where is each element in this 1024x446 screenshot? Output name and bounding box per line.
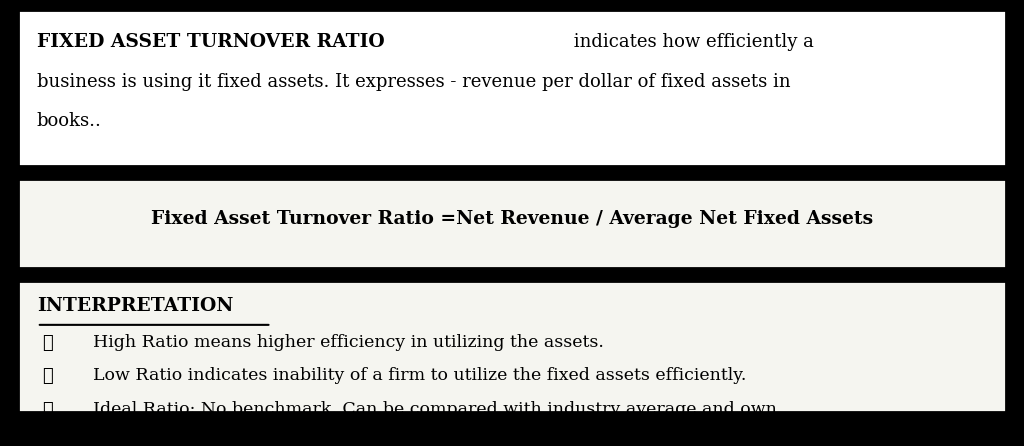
FancyBboxPatch shape [18,10,1006,166]
FancyBboxPatch shape [18,179,1006,268]
Text: ✓: ✓ [42,368,52,385]
Text: Ideal Ratio: No benchmark. Can be compared with industry average and own: Ideal Ratio: No benchmark. Can be compar… [93,401,777,417]
Text: books..: books.. [37,112,101,130]
FancyBboxPatch shape [18,281,1006,412]
Text: business is using it fixed assets. It expresses - revenue per dollar of fixed as: business is using it fixed assets. It ex… [37,73,791,91]
Text: indicates how efficiently a: indicates how efficiently a [568,33,814,51]
Text: ✓: ✓ [42,401,52,418]
Text: FIXED ASSET TURNOVER RATIO: FIXED ASSET TURNOVER RATIO [37,33,384,51]
Text: Fixed Asset Turnover Ratio =Net Revenue / Average Net Fixed Assets: Fixed Asset Turnover Ratio =Net Revenue … [151,211,873,228]
Text: past track.: past track. [93,432,187,446]
Text: High Ratio means higher efficiency in utilizing the assets.: High Ratio means higher efficiency in ut… [93,334,604,351]
Text: INTERPRETATION: INTERPRETATION [37,297,233,315]
Text: ✓: ✓ [42,334,52,352]
Text: Low Ratio indicates inability of a firm to utilize the fixed assets efficiently.: Low Ratio indicates inability of a firm … [93,368,746,384]
